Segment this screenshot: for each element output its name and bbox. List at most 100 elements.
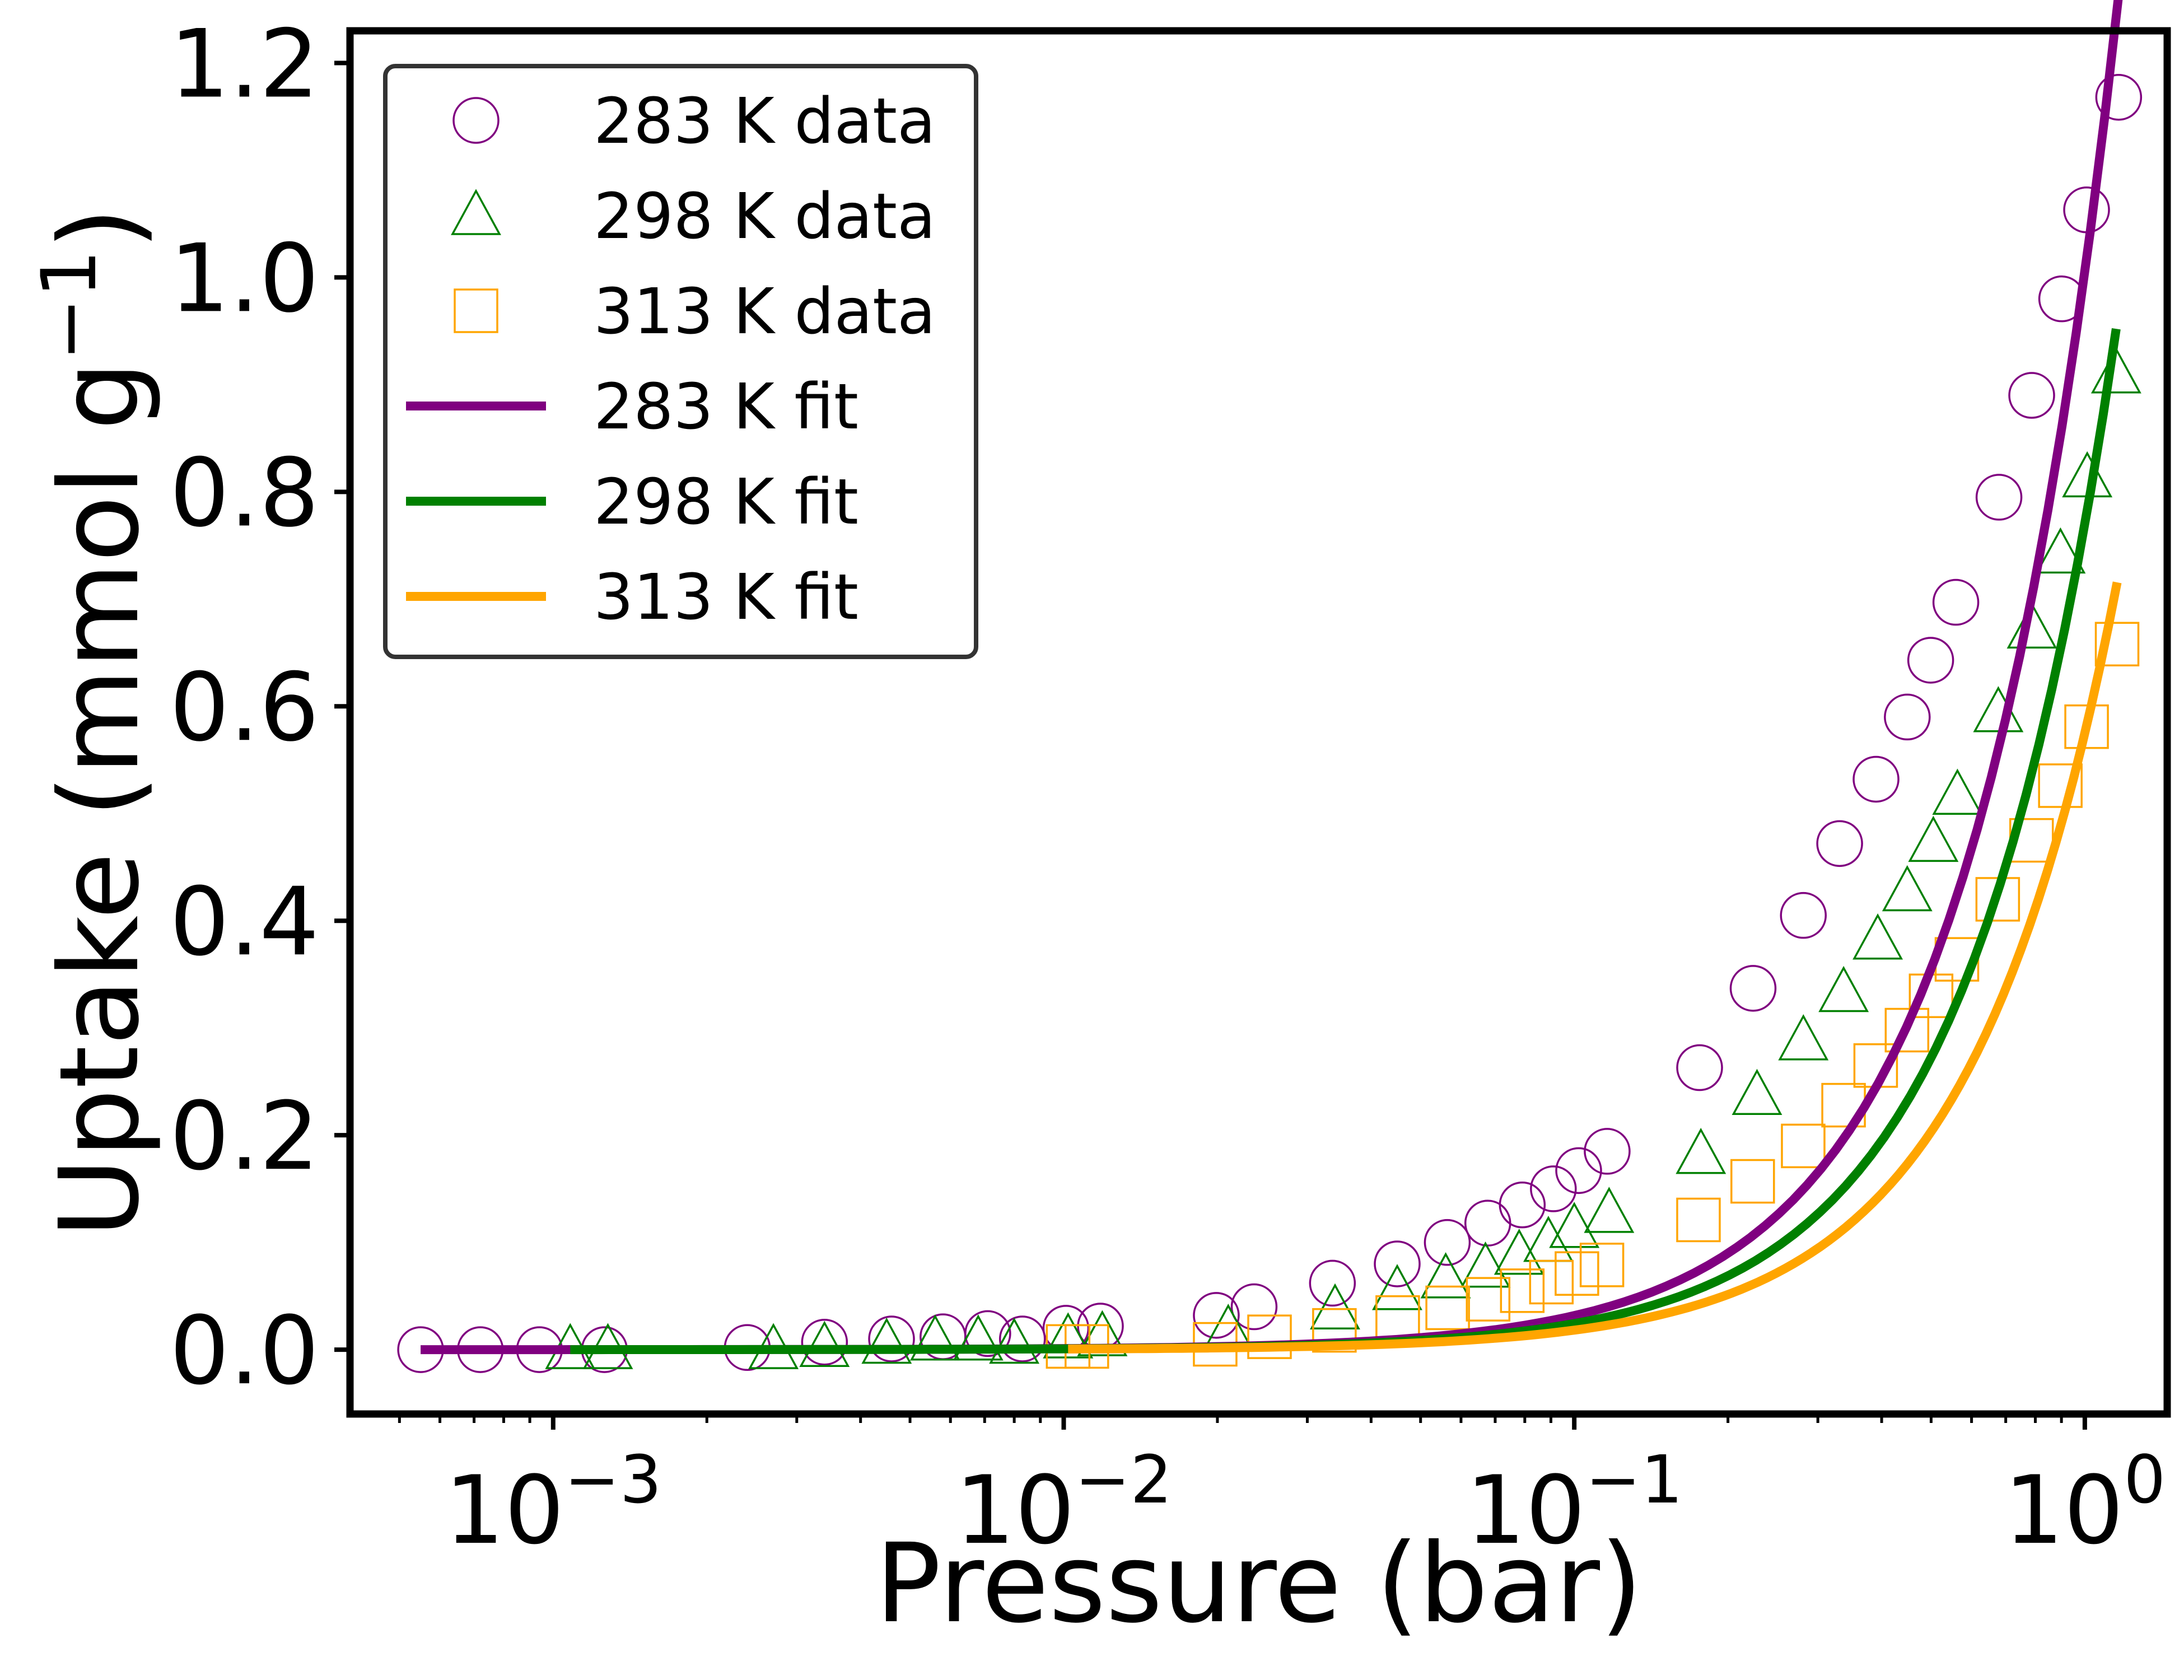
data-point [1374,1240,1421,1287]
legend-item: 313 K fit [406,561,858,634]
data-point [1676,1127,1726,1174]
data-point [1372,1264,1422,1310]
x-tick-label: 10−3 [445,1441,662,1565]
y-tick-label: 0.2 [170,1081,319,1191]
data-point [989,1317,1040,1364]
legend-item: 283 K fit [406,371,858,444]
legend-marker [454,288,498,333]
data-point [1882,865,1933,912]
legend-items: 283 K data 298 K data 313 K data 283 K fit 2… [406,85,936,634]
legend-item: 298 K fit [406,466,858,539]
y-axis-title-close: ) [36,207,163,250]
data-point [1310,1283,1360,1330]
y-axis-title: Uptake (mmol g−1) [25,207,163,1238]
data-point [1778,1014,1829,1061]
data-point [1043,1312,1094,1359]
data-point [1499,1181,1546,1229]
data-point [1932,768,1983,815]
data-point [964,1310,1011,1357]
x-tick-label: 10−1 [1466,1441,1683,1565]
data-point [1584,1187,1635,1233]
x-axis-ticks: 10−3 10−2 10−1 100 [398,1414,2166,1565]
data-point [1247,1314,1292,1359]
data-point [1555,1147,1602,1194]
data-point [1424,1219,1471,1266]
legend-marker [452,97,500,144]
data-point [1530,1165,1577,1212]
y-tick-label: 0.0 [170,1296,319,1406]
data-point [1816,820,1863,867]
legend-label: 283 K data [594,85,936,158]
data-point [868,1315,915,1362]
plot-marks [397,0,2143,1373]
legend-label: 298 K fit [594,466,858,539]
data-point [1500,1268,1545,1313]
data-point [1907,637,1954,684]
legend-label: 313 K data [594,276,936,348]
data-point [1780,892,1827,939]
data-point [2006,602,2057,649]
legend-item: 298 K data [451,180,936,253]
data-point [1730,1159,1775,1204]
data-point [1420,1252,1471,1299]
data-point [801,1318,848,1366]
data-point [1425,1285,1470,1331]
data-point [1529,1259,1574,1305]
data-point [1077,1310,1128,1356]
data-point [1584,1128,1631,1175]
data-point [1460,1241,1511,1288]
y-tick-label: 1.0 [170,223,319,333]
legend: 283 K data 298 K data 313 K data 283 K fit 2… [383,64,978,659]
data-point [1908,815,1959,862]
y-axis-title-superscript: −1 [25,250,113,361]
data-point [1676,1044,1723,1091]
x-tick-label: 100 [2004,1441,2166,1565]
data-point [1676,1197,1721,1243]
data-point [1852,913,1903,960]
data-point [1852,755,1900,803]
data-point [1975,474,2023,521]
data-point [2090,347,2141,394]
data-point [1732,1068,1782,1116]
legend-item: 313 K data [454,276,936,348]
data-point [909,1314,960,1361]
data-point [2038,763,2083,808]
data-point [2095,73,2143,121]
y-axis-title-main: Uptake (mmol g [36,361,163,1238]
data-point [1579,1243,1625,1287]
legend-item: 283 K data [452,85,936,158]
legend-label: 313 K fit [594,561,858,634]
legend-box [383,64,978,659]
legend-label: 298 K data [594,180,936,253]
data-point [1729,965,1777,1012]
y-tick-label: 1.2 [170,9,319,119]
data-point [1309,1259,1356,1307]
data-point [1466,1277,1511,1322]
data-point [2064,704,2109,749]
data-point [1781,1123,1826,1169]
data-point [1312,1308,1357,1353]
data-point [998,1315,1046,1362]
data-point [861,1317,912,1364]
data-point [1932,578,1980,626]
data-point [1884,693,1931,741]
data-point [1818,965,1869,1012]
x-tick-label: 10−2 [955,1441,1173,1565]
data-point [1494,1228,1544,1275]
x-axis-title: Pressure (bar) [875,1520,1642,1647]
data-point [2094,622,2140,666]
plot-frame [346,27,2171,1418]
y-tick-label: 0.6 [170,652,319,762]
series-283-k-data [397,73,2143,1373]
legend-label: 283 K fit [594,371,858,444]
data-point [1549,1202,1600,1248]
data-point [1555,1251,1599,1296]
fit-line-313-k-fit [1068,581,2122,1354]
data-point [1230,1283,1278,1331]
y-axis-ticks: 0.0 0.2 0.4 0.6 0.8 1.0 1.2 [170,9,350,1406]
y-tick-label: 0.8 [170,438,319,548]
data-point [953,1314,1004,1361]
data-point [799,1320,850,1368]
legend-marker [451,189,501,235]
